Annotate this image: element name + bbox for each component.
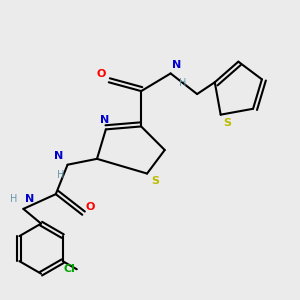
Text: H: H [57, 170, 64, 180]
Text: S: S [152, 176, 160, 187]
Text: H: H [10, 194, 17, 205]
Text: N: N [172, 61, 181, 70]
Text: O: O [85, 202, 94, 212]
Text: N: N [100, 115, 109, 125]
Text: S: S [224, 118, 232, 128]
Text: N: N [54, 151, 63, 161]
Text: O: O [97, 69, 106, 79]
Text: Cl: Cl [63, 264, 75, 274]
Text: N: N [25, 194, 34, 205]
Text: H: H [179, 78, 186, 88]
